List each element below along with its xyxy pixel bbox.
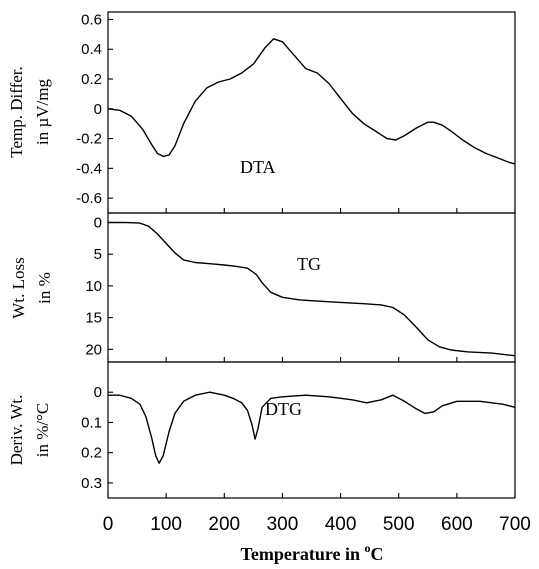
x-axis-label-degree: o (365, 541, 371, 555)
dtg-frame (107, 361, 516, 499)
dtg-ytick-label: 0.1 (81, 414, 102, 431)
tg-curve (108, 221, 516, 357)
dta-ytick-label: 0.4 (81, 41, 102, 58)
dtg-curve (108, 391, 516, 464)
tg-ytick-label: 15 (85, 310, 102, 327)
tg-ytick-label: 0 (94, 215, 102, 232)
dta-ylabel-line1: Temp. Differ. (7, 66, 26, 158)
dta-ytick-label: 0 (94, 101, 102, 118)
dtg-ytick-label: 0.2 (81, 445, 102, 462)
tg-ylabel-line1: Wt. Loss (9, 257, 28, 318)
dta-ytick-label: -0.6 (76, 190, 102, 207)
dta-ytick-label: -0.4 (76, 160, 102, 177)
x-axis-label-text: Temperature in (241, 544, 365, 564)
dta-ylabel-line2: in µV/mg (33, 79, 52, 145)
x-tick-label: 500 (383, 514, 415, 535)
dta-frame (107, 11, 516, 214)
x-tick-label: 700 (499, 514, 531, 535)
tg-ylabel-line2: in % (35, 272, 54, 304)
tg-frame (107, 212, 516, 363)
x-axis-label-unit: C (371, 544, 384, 564)
tg-ytick-label: 10 (85, 278, 102, 295)
tg-panel: 0 5 10 15 20 TG Wt. Loss in % (9, 212, 516, 363)
x-tick-label: 400 (325, 514, 357, 535)
x-axis: 0 100 200 300 400 500 600 700 Temperature in oC (103, 514, 531, 564)
dta-ytick-label: 0.6 (81, 11, 102, 28)
x-axis-label: Temperature in oC (241, 541, 384, 564)
tg-annotation: TG (297, 254, 321, 274)
dtg-panel: 0 0.1 0.2 0.3 DTG Deriv. Wt. in %/°C (7, 361, 516, 499)
dtg-ytick-label: 0.3 (81, 475, 102, 492)
dta-curve (107, 38, 516, 165)
dta-annotation: DTA (240, 157, 276, 177)
x-tick-label: 100 (150, 514, 182, 535)
x-tick-label: 300 (267, 514, 299, 535)
dta-ytick-label: 0.2 (81, 71, 102, 88)
dta-ytick-label: -0.2 (76, 131, 102, 148)
dtg-annotation: DTG (265, 399, 302, 419)
x-tick-label: 600 (441, 514, 473, 535)
tg-ytick-label: 20 (85, 341, 102, 358)
dtg-ylabel-line2: in %/°C (33, 403, 52, 458)
x-tick-label: 0 (103, 514, 114, 535)
dtg-ytick-label: 0 (94, 384, 102, 401)
tg-ytick-label: 5 (94, 246, 102, 263)
dta-panel: 0.6 0.4 0.2 0 -0.2 -0.4 -0.6 DTA Temp. Differ. in… (7, 11, 516, 214)
dtg-ylabel-line1: Deriv. Wt. (7, 395, 26, 466)
x-tick-label: 200 (208, 514, 240, 535)
